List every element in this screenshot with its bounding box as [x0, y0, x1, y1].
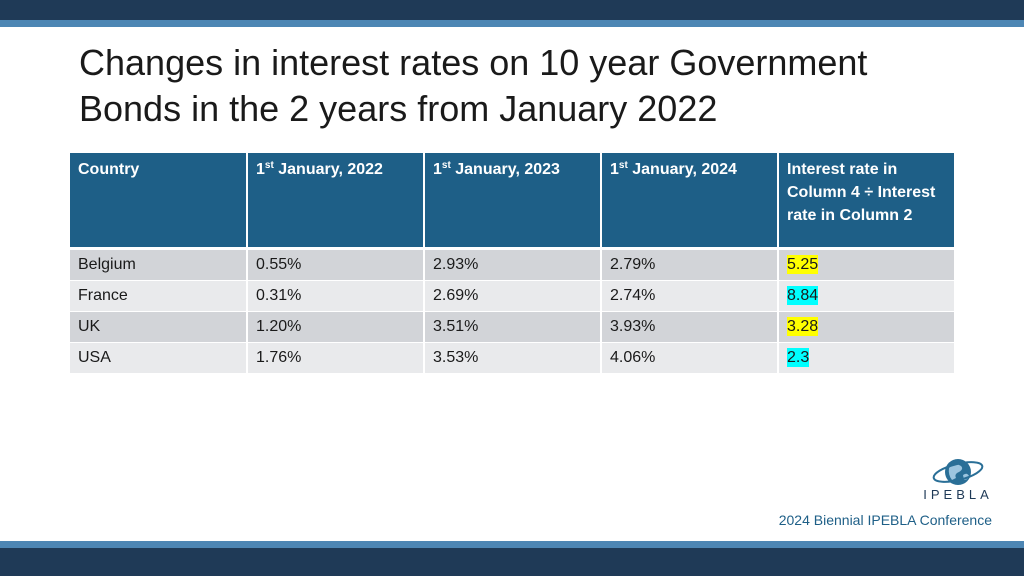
cell-country: France	[70, 280, 248, 312]
cell-jan-2024: 2.74%	[601, 280, 779, 312]
header-jan-2023: 1st January, 2023	[424, 153, 602, 250]
header-jan-2022: 1st January, 2022	[247, 153, 425, 250]
cell-jan-2023: 2.69%	[424, 280, 602, 312]
logo-text: IPEBLA	[923, 487, 993, 502]
ratio-highlight: 3.28	[787, 316, 819, 336]
table-header-row: Country 1st January, 2022 1st January, 2…	[70, 153, 954, 250]
cell-country: UK	[70, 311, 248, 343]
cell-ratio: 5.25	[778, 248, 954, 281]
cell-jan-2023: 3.51%	[424, 311, 602, 343]
cell-jan-2023: 2.93%	[424, 248, 602, 281]
header-country: Country	[70, 153, 248, 250]
cell-country: Belgium	[70, 248, 248, 281]
bottom-stripe	[0, 541, 1024, 548]
slide-title: Changes in interest rates on 10 year Gov…	[79, 42, 868, 129]
bottom-band	[0, 548, 1024, 576]
globe-icon	[932, 459, 984, 485]
cell-country: USA	[70, 342, 248, 374]
interest-rate-table: Country 1st January, 2022 1st January, 2…	[70, 153, 954, 374]
cell-jan-2024: 3.93%	[601, 311, 779, 343]
cell-jan-2022: 1.76%	[247, 342, 425, 374]
cell-jan-2022: 1.20%	[247, 311, 425, 343]
table-row: France 0.31% 2.69% 2.74% 8.84	[70, 280, 954, 312]
table-row: USA 1.76% 3.53% 4.06% 2.3	[70, 342, 954, 374]
header-ratio: Interest rate in Column 4 ÷ Interest rat…	[778, 153, 954, 250]
cell-jan-2024: 2.79%	[601, 248, 779, 281]
cell-jan-2023: 3.53%	[424, 342, 602, 374]
footer-conference: 2024 Biennial IPEBLA Conference	[778, 512, 992, 528]
cell-jan-2022: 0.55%	[247, 248, 425, 281]
ratio-highlight: 5.25	[787, 254, 819, 274]
ratio-highlight: 8.84	[787, 285, 819, 305]
table-row: UK 1.20% 3.51% 3.93% 3.28	[70, 311, 954, 343]
cell-ratio: 8.84	[778, 280, 954, 312]
cell-ratio: 2.3	[778, 342, 954, 374]
ratio-highlight: 2.3	[787, 347, 810, 367]
header-jan-2024: 1st January, 2024	[601, 153, 779, 250]
ipebla-logo: IPEBLA	[918, 455, 998, 505]
cell-jan-2024: 4.06%	[601, 342, 779, 374]
table-row: Belgium 0.55% 2.93% 2.79% 5.25	[70, 248, 954, 281]
cell-jan-2022: 0.31%	[247, 280, 425, 312]
cell-ratio: 3.28	[778, 311, 954, 343]
top-band	[0, 0, 1024, 20]
top-stripe	[0, 20, 1024, 27]
